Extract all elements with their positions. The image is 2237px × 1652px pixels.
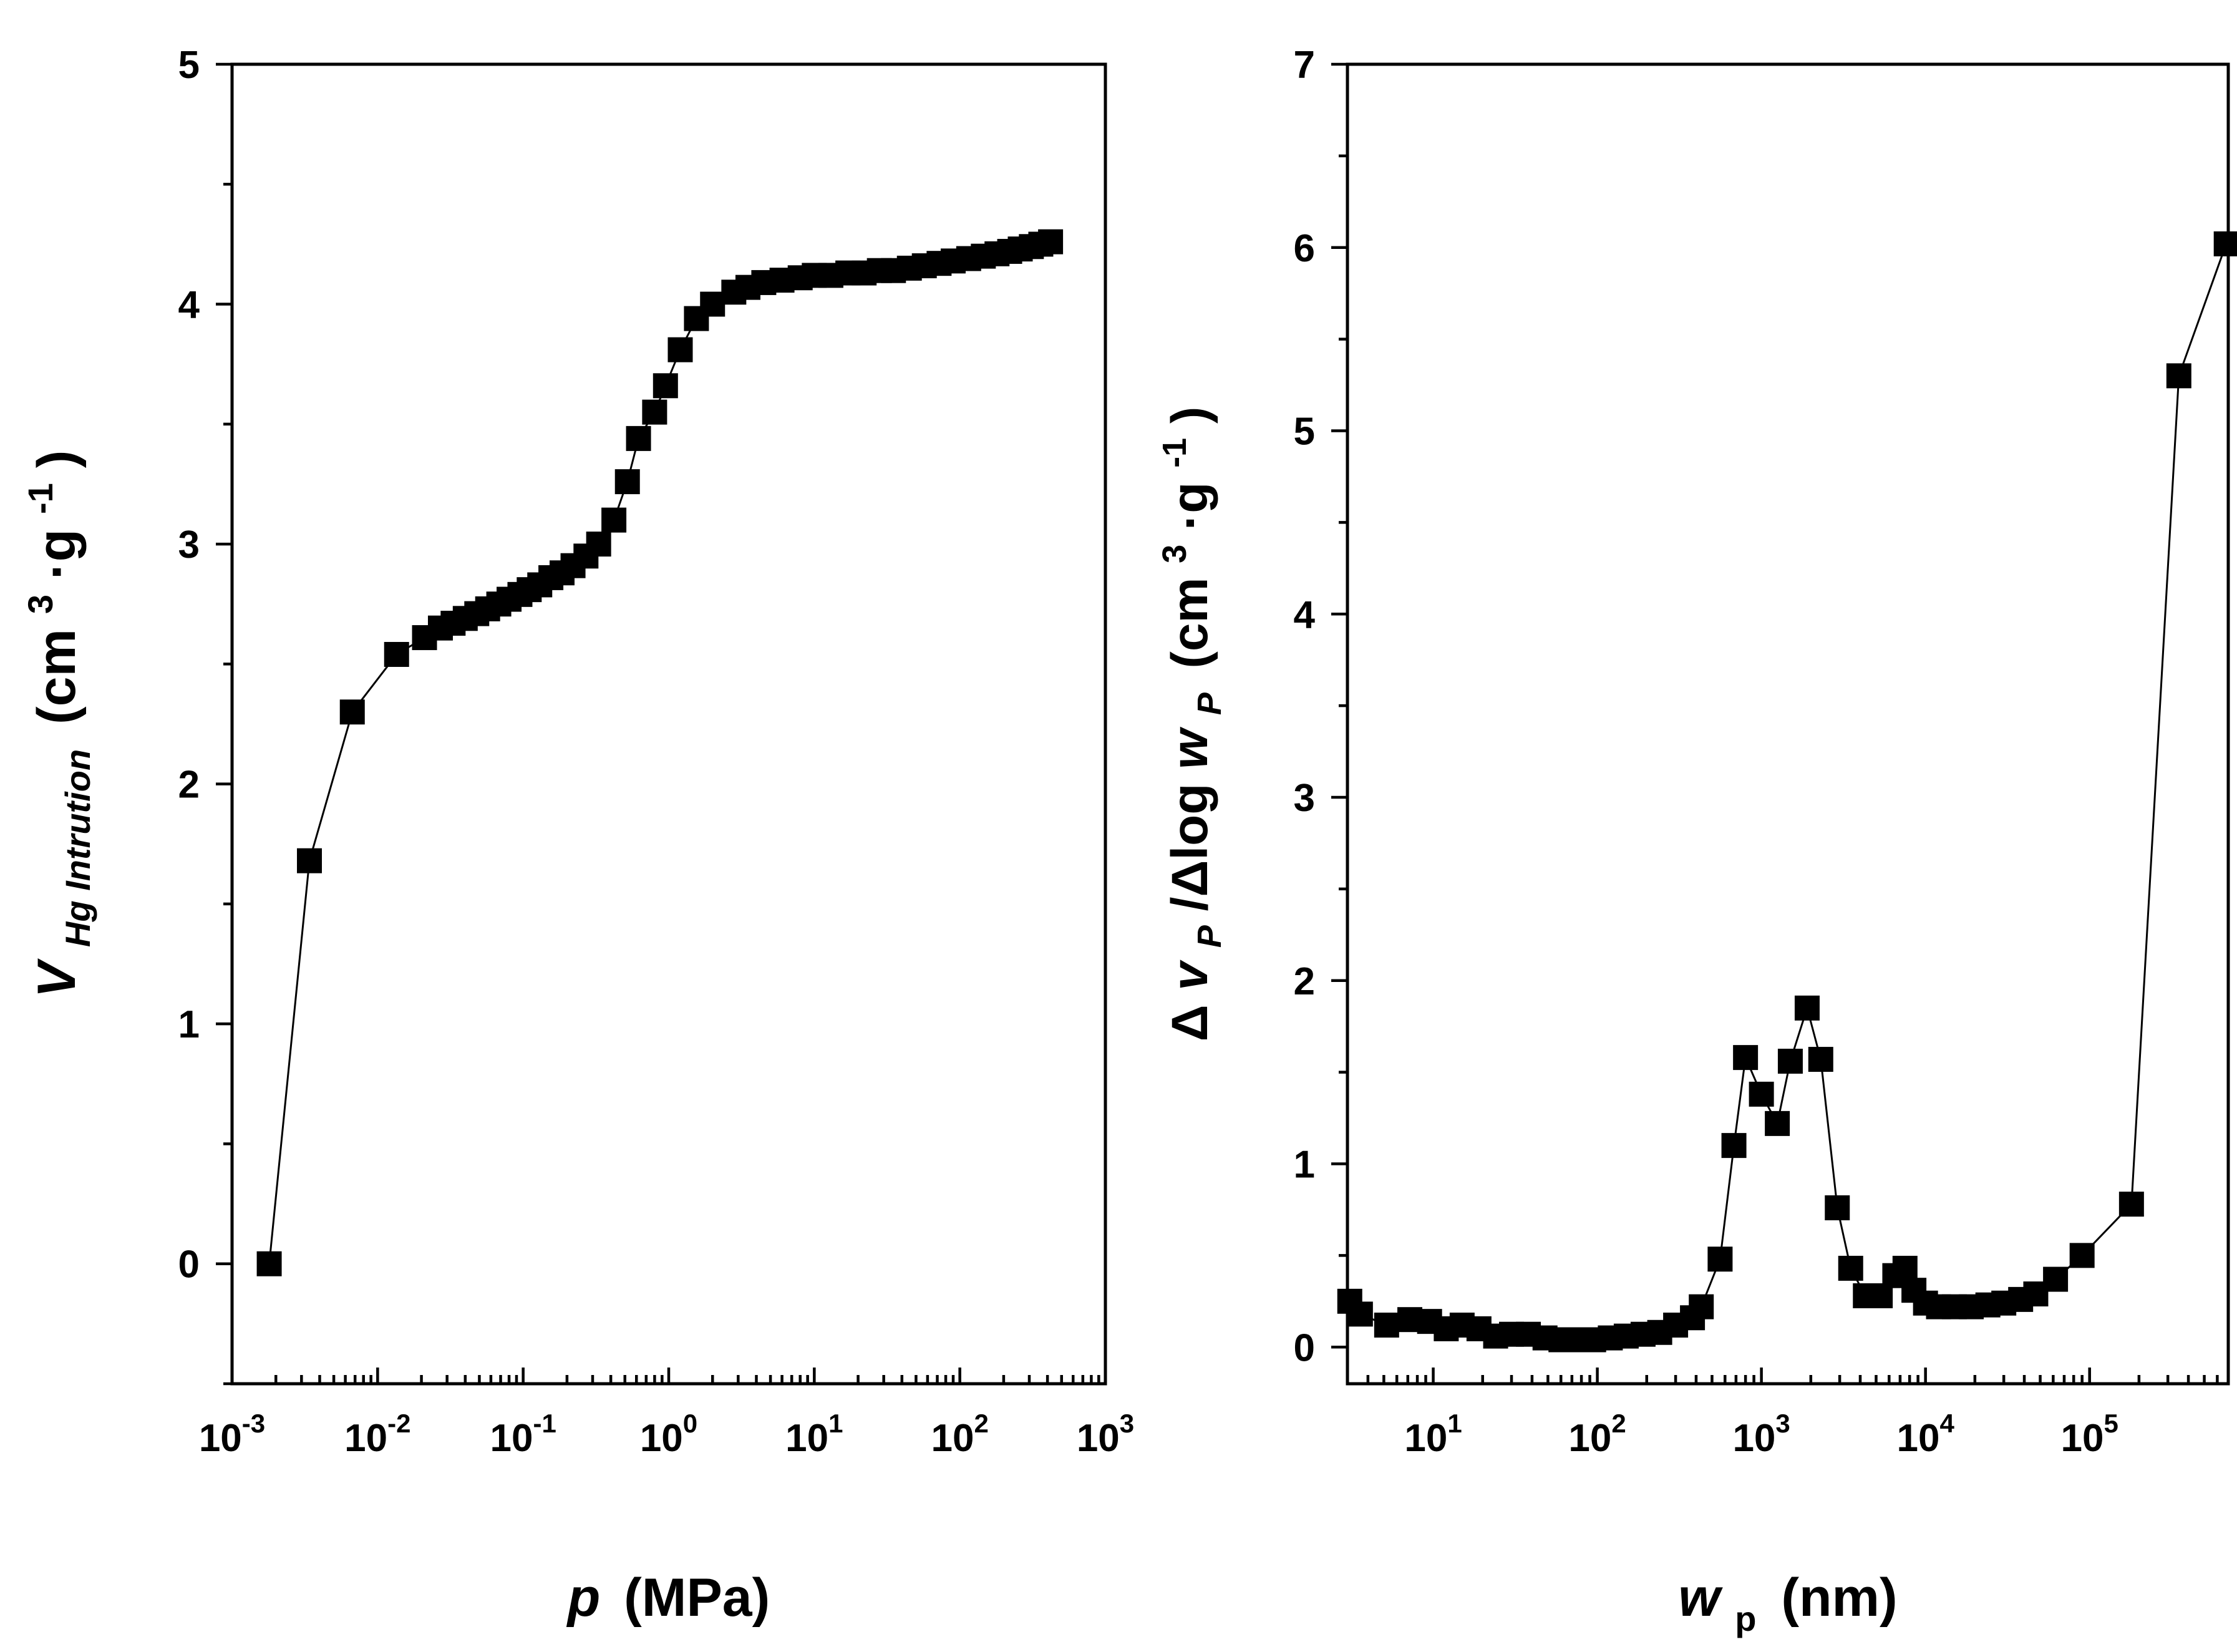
right-y-tick-label: 3: [1294, 777, 1315, 820]
left-y-sup-minus1: -1: [21, 483, 60, 514]
right-x-tick-label: 102: [1568, 1409, 1626, 1460]
right-data-point: [1689, 1294, 1714, 1319]
right-data-point: [1794, 995, 1820, 1021]
right-data-point: [1808, 1047, 1833, 1072]
left-x-tick-label: 101: [785, 1409, 843, 1460]
right-data-point: [1838, 1255, 1863, 1281]
left-data-point: [700, 291, 725, 317]
left-data-point: [667, 337, 693, 362]
left-x-tick-label: 10-1: [490, 1409, 556, 1460]
left-x-tick-label: 10-2: [344, 1409, 410, 1460]
right-data-point: [2166, 363, 2191, 389]
right-data-point: [1374, 1313, 1399, 1338]
left-x-axis-title: p (MPa): [566, 1568, 770, 1628]
right-y-tick-label: 6: [1294, 227, 1315, 270]
left-y-axis-title: V Hg Intrution (cm 3 ·g -1 ): [4, 450, 102, 998]
right-y-unit-suffix: ): [1162, 407, 1218, 424]
right-y-sub1: P: [1191, 925, 1228, 948]
left-y-tick-label: 3: [178, 523, 200, 566]
left-data-point: [626, 425, 651, 451]
right-series-group: [1337, 231, 2237, 1353]
left-y-sup-3: 3: [21, 595, 60, 614]
right-y-unit-prefix: (cm: [1162, 578, 1218, 669]
right-data-point: [1777, 1049, 1803, 1074]
left-x-tick-label: 102: [931, 1409, 989, 1460]
left-data-point: [256, 1251, 282, 1276]
right-data-point: [1825, 1195, 1850, 1220]
left-y-unit-prefix: (cm: [27, 629, 87, 724]
right-y-sup-minus1: -1: [1156, 438, 1193, 468]
right-y-tick-label: 2: [1294, 960, 1315, 1003]
right-y-tick-label: 1: [1294, 1144, 1315, 1187]
right-data-point: [1707, 1246, 1733, 1272]
right-y-unit-middle: ·g: [1162, 482, 1218, 530]
left-data-point: [642, 399, 667, 425]
right-data-point: [2213, 231, 2237, 256]
left-y-tick-label: 5: [178, 44, 200, 87]
right-y-log: /Δlog: [1162, 784, 1218, 911]
left-data-point: [586, 532, 611, 557]
left-data-point: [1038, 229, 1064, 255]
right-x-tick-label: 104: [1896, 1409, 1954, 1460]
right-x-unit: (nm): [1781, 1568, 1897, 1628]
right-x-tick-label: 105: [2061, 1409, 2118, 1460]
left-y-tick-label: 0: [178, 1243, 200, 1286]
left-y-unit-suffix: ): [27, 450, 87, 469]
left-data-point: [297, 848, 323, 873]
left-x-unit: (MPa): [624, 1568, 770, 1628]
right-panel: 101 102 103 104 105 0 1 2 3 4 5 6 7 w p (nm) Δ v P /…: [1140, 44, 2237, 1643]
right-data-point: [1721, 1133, 1747, 1159]
right-data-point: [2069, 1243, 2095, 1268]
right-x-tick-label: 101: [1404, 1409, 1462, 1460]
left-y-unit-middle: ·g: [27, 529, 87, 580]
left-data-point: [339, 699, 365, 725]
right-x-symbol: w: [1678, 1568, 1723, 1628]
left-data-point: [614, 469, 640, 495]
right-y-sub2: P: [1191, 692, 1228, 715]
left-y-tick-label: 1: [178, 1003, 200, 1046]
left-x-symbol: p: [566, 1568, 601, 1628]
right-x-axis-title: w p (nm): [1678, 1568, 1897, 1643]
right-series-line: [1349, 243, 2228, 1341]
right-y-v: v: [1162, 960, 1218, 991]
left-y-subscript: Hg Intrution: [58, 749, 97, 947]
right-ticks-group: 101 102 103 104 105 0 1 2 3 4 5 6 7: [1294, 44, 2219, 1460]
right-y-w: w: [1162, 726, 1218, 769]
left-y-tick-label: 4: [178, 284, 200, 327]
right-y-tick-label: 7: [1294, 44, 1315, 87]
right-y-tick-label: 0: [1294, 1326, 1315, 1369]
left-panel: 10-3 10-2 10-1 100 101 102 103 0 1 2 3 4 5 p (MPa) V…: [4, 44, 1134, 1628]
right-y-tick-label: 5: [1294, 411, 1315, 454]
left-data-point: [601, 507, 627, 533]
left-x-tick-label: 10-3: [199, 1409, 265, 1460]
right-data-point: [1765, 1110, 1790, 1136]
right-data-point: [2118, 1192, 2144, 1217]
left-series-group: [256, 229, 1064, 1276]
right-y-sup-3: 3: [1156, 545, 1193, 563]
right-plot-frame: [1346, 62, 2230, 1386]
right-y-delta: Δ: [1162, 1004, 1218, 1041]
right-y-axis-title: Δ v P /Δlog w P (cm 3 ·g -1 ): [1140, 407, 1232, 1042]
right-data-point: [1749, 1081, 1774, 1107]
right-data-point: [2043, 1266, 2069, 1292]
left-y-tick-label: 2: [178, 764, 200, 807]
right-data-point: [1733, 1045, 1759, 1071]
right-data-point: [1892, 1255, 1918, 1281]
right-x-tick-label: 103: [1732, 1409, 1790, 1460]
left-data-point: [384, 641, 409, 667]
left-x-tick-label: 103: [1077, 1409, 1134, 1460]
left-plot-frame: [230, 62, 1107, 1386]
left-y-symbol: V: [27, 958, 87, 998]
right-y-tick-label: 4: [1294, 593, 1316, 636]
left-x-tick-label: 100: [640, 1409, 697, 1460]
right-x-subscript: p: [1735, 1599, 1756, 1638]
right-data-point: [1347, 1301, 1373, 1327]
left-data-point: [653, 373, 678, 399]
